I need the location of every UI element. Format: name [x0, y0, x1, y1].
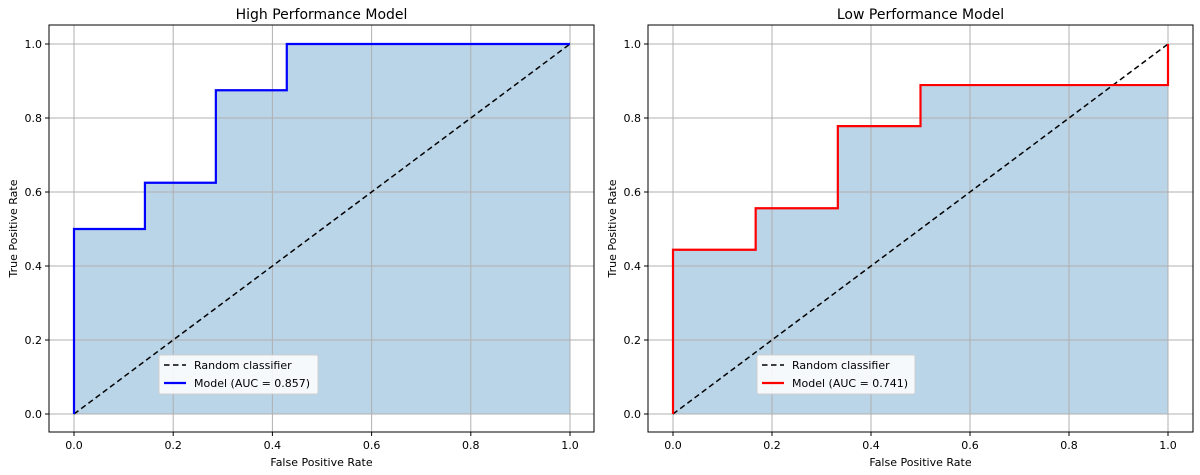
model-roc-line: [671, 44, 1170, 414]
x-tick-label: 0.8: [462, 439, 480, 452]
x-tick-label: 1.0: [1159, 439, 1177, 452]
x-tick-label: 0.0: [664, 439, 682, 452]
x-tick-label: 0.2: [763, 439, 781, 452]
x-tick-label: 0.6: [363, 439, 381, 452]
axes-frame: [647, 24, 1194, 433]
legend-box: [158, 354, 319, 395]
y-tick-label: 0.6: [624, 186, 642, 199]
x-tick-label: 0.6: [961, 439, 979, 452]
low-performance-roc-chart: Low Performance Model 0.0 0.2 0.4 0.6 0.8 1.0 0…: [606, 7, 1194, 469]
legend-label-model: Model (AUC = 0.857): [194, 377, 310, 390]
y-tick-label: 1.0: [25, 38, 43, 51]
y-tick-label: 0.0: [25, 408, 43, 421]
axes-frame: [48, 24, 595, 433]
legend-label-model: Model (AUC = 0.741): [792, 377, 908, 390]
y-tick-label: 0.0: [624, 408, 642, 421]
x-tick-label: 0.4: [264, 439, 282, 452]
legend-label-random: Random classifier: [194, 359, 292, 372]
x-tick-label: 0.4: [862, 439, 880, 452]
y-tick-label: 0.8: [624, 112, 642, 125]
random-classifier-line: [73, 43, 571, 415]
y-tick-label: 1.0: [624, 38, 642, 51]
x-axis-label: False Positive Rate: [270, 456, 372, 469]
y-axis-label: True Positive Rate: [606, 179, 619, 278]
x-tick-label: 1.0: [561, 439, 579, 452]
y-tick-label: 0.2: [25, 334, 43, 347]
x-axis-label: False Positive Rate: [869, 456, 971, 469]
legend-box: [756, 354, 916, 395]
high-performance-roc-chart: High Performance Model 0.0 0.2 0.4 0.6 0.8 1.0…: [7, 7, 595, 469]
y-axis-label: True Positive Rate: [7, 179, 20, 278]
legend: Random classifier Model (AUC = 0.857): [158, 354, 319, 395]
x-tick-label: 0.8: [1060, 439, 1078, 452]
y-tick-label: 0.8: [25, 112, 43, 125]
legend: Random classifier Model (AUC = 0.741): [756, 354, 916, 395]
y-tick-label: 0.2: [624, 334, 642, 347]
legend-label-random: Random classifier: [792, 359, 890, 372]
chart-title: Low Performance Model: [837, 7, 1004, 23]
y-tick-label: 0.6: [25, 186, 43, 199]
x-tick-label: 0.0: [65, 439, 83, 452]
y-tick-label: 0.4: [624, 260, 642, 273]
x-tick-label: 0.2: [164, 439, 182, 452]
model-roc-line: [72, 42, 570, 414]
chart-title: High Performance Model: [236, 7, 408, 23]
y-tick-label: 0.4: [25, 260, 43, 273]
random-classifier-line: [672, 43, 1169, 415]
